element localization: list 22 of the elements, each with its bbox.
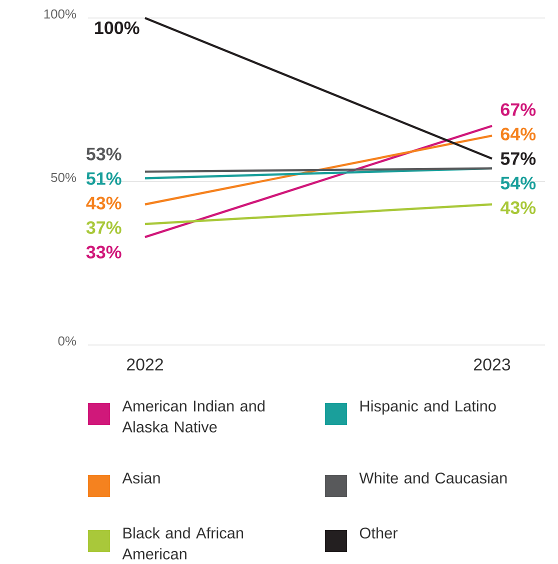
legend-label: Other: [360, 527, 398, 539]
data-label: 57%: [500, 152, 536, 165]
y-tick-label: 50%: [51, 172, 76, 182]
data-label: 100%: [95, 21, 140, 34]
legend-label: White and Caucasian: [359, 472, 507, 484]
legend-label: American Indian and Alaska Native: [122, 400, 265, 432]
y-tick-label: 0%: [58, 336, 76, 346]
data-label: 43%: [500, 201, 536, 214]
legend-label: Asian: [122, 472, 160, 484]
data-label: 43%: [86, 196, 122, 210]
data-label: 67%: [500, 103, 536, 116]
legend-label: Hispanic and Latino: [360, 400, 496, 415]
legend-label: Black and African American: [122, 527, 244, 560]
data-label: 37%: [86, 221, 122, 234]
x-tick-label: 2023: [474, 358, 510, 371]
y-tick-label: 100%: [44, 9, 76, 19]
data-label: 51%: [86, 172, 122, 185]
data-label: 64%: [500, 128, 536, 140]
x-tick-label: 2022: [127, 358, 163, 371]
data-label: 53%: [86, 148, 122, 160]
data-label: 54%: [500, 176, 536, 190]
data-label: 33%: [86, 246, 122, 258]
